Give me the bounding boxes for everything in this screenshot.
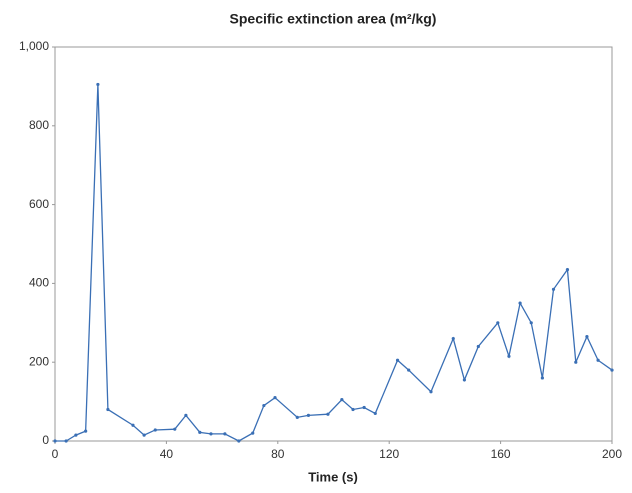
- data-point: [362, 405, 366, 410]
- data-point: [131, 423, 135, 427]
- data-point: [223, 432, 227, 436]
- data-point: [295, 415, 299, 419]
- data-point: [262, 403, 266, 408]
- x-tick-label: 120: [379, 447, 399, 461]
- data-point: [340, 398, 344, 402]
- data-point: [53, 439, 57, 443]
- y-tick-label: 200: [29, 354, 49, 368]
- data-point: [84, 429, 88, 433]
- x-tick-label: 200: [602, 447, 622, 461]
- x-tick-label: 160: [491, 447, 511, 461]
- data-point: [142, 433, 146, 437]
- data-point: [574, 360, 578, 364]
- data-point: [184, 413, 188, 417]
- data-point: [373, 411, 377, 416]
- data-point: [407, 368, 411, 372]
- y-tick-label: 1,000: [19, 39, 49, 53]
- y-tick-label: 0: [42, 433, 49, 447]
- data-point: [153, 428, 157, 432]
- y-tick-label: 800: [29, 118, 49, 132]
- plot-frame: [54, 46, 613, 442]
- data-point: [496, 321, 500, 325]
- data-point: [198, 430, 202, 434]
- data-point: [173, 427, 177, 431]
- data-point: [462, 378, 466, 382]
- data-line: [55, 84, 613, 442]
- chart-title: Specific extinction area (m²/kg): [230, 11, 437, 27]
- data-point: [351, 407, 355, 412]
- data-point: [209, 432, 213, 436]
- y-tick-label: 400: [29, 276, 49, 290]
- data-point: [451, 336, 455, 341]
- data-point: [251, 431, 255, 435]
- data-point: [610, 368, 614, 372]
- x-tick-label: 80: [271, 447, 285, 461]
- data-point: [507, 354, 511, 358]
- data-point: [306, 413, 311, 417]
- data-point: [96, 82, 100, 87]
- data-point: [237, 439, 241, 443]
- data-point: [273, 396, 277, 400]
- data-point: [74, 433, 78, 437]
- data-point: [106, 407, 110, 412]
- data-point: [585, 334, 589, 339]
- data-point: [476, 344, 480, 349]
- data-point: [529, 321, 533, 325]
- data-point: [326, 412, 330, 416]
- data-point: [540, 376, 544, 380]
- data-point: [565, 268, 570, 272]
- x-axis-label: Time (s): [308, 469, 358, 484]
- x-tick-label: 0: [52, 447, 59, 461]
- data-point: [395, 358, 400, 362]
- data-point: [551, 287, 556, 291]
- data-point: [596, 358, 600, 362]
- x-tick-label: 40: [160, 447, 174, 461]
- data-point: [429, 390, 433, 394]
- y-tick-label: 600: [29, 197, 49, 211]
- data-point: [518, 301, 522, 305]
- data-point: [64, 439, 68, 443]
